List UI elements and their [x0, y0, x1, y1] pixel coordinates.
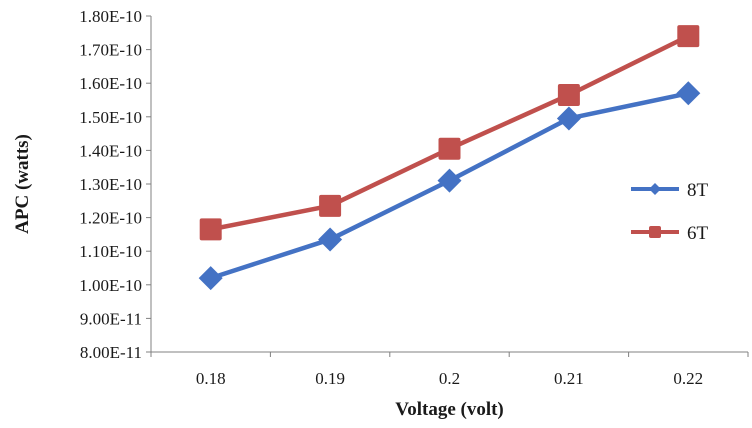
y-tick-label: 1.20E-10	[79, 209, 142, 228]
data-point-6T	[438, 137, 461, 160]
series-6T	[199, 25, 700, 241]
series-layer	[198, 25, 701, 291]
legend-marker	[649, 183, 661, 195]
y-tick-label: 1.60E-10	[79, 74, 142, 93]
x-tick-label: 0.2	[439, 369, 460, 388]
x-tick-label: 0.18	[196, 369, 226, 388]
x-tick-label: 0.21	[554, 369, 584, 388]
y-tick-labels: 8.00E-11 9.00E-11 1.00E-10 1.10E-10 1.20E-10…	[79, 7, 151, 362]
x-tick-label: 0.22	[673, 369, 703, 388]
y-tick-label: 1.00E-10	[79, 276, 142, 295]
y-axis-title: APC (watts)	[12, 134, 33, 234]
y-tick-label: 8.00E-11	[80, 343, 142, 362]
x-tick-labels: 0.18 0.19 0.2 0.21 0.22	[150, 352, 749, 388]
series-line-6T	[210, 34, 690, 232]
data-point-8T	[676, 81, 701, 106]
y-tick-label: 1.80E-10	[79, 7, 142, 26]
data-point-8T	[318, 227, 343, 252]
legend-item-6T: 6T	[631, 223, 709, 244]
y-tick-label: 1.70E-10	[79, 41, 142, 60]
data-point-6T	[199, 218, 222, 241]
y-tick-label: 1.40E-10	[79, 141, 142, 160]
y-tick-label: 9.00E-11	[80, 309, 142, 328]
data-point-6T	[677, 25, 700, 48]
x-tick-label: 0.19	[315, 369, 345, 388]
data-point-6T	[557, 83, 580, 106]
data-point-8T	[437, 168, 462, 193]
legend-label: 8T	[687, 180, 709, 201]
legend: 8T 6T	[631, 180, 709, 244]
data-point-6T	[319, 194, 342, 217]
y-tick-label: 1.10E-10	[79, 242, 142, 261]
legend-marker	[649, 226, 661, 238]
series-8T	[198, 81, 701, 291]
y-tick-label: 1.50E-10	[79, 108, 142, 127]
y-tick-label: 1.30E-10	[79, 175, 142, 194]
legend-label: 6T	[687, 223, 709, 244]
legend-item-8T: 8T	[631, 180, 709, 201]
data-point-8T	[198, 266, 223, 291]
x-axis-title: Voltage (volt)	[395, 399, 504, 420]
data-point-8T	[556, 106, 581, 131]
